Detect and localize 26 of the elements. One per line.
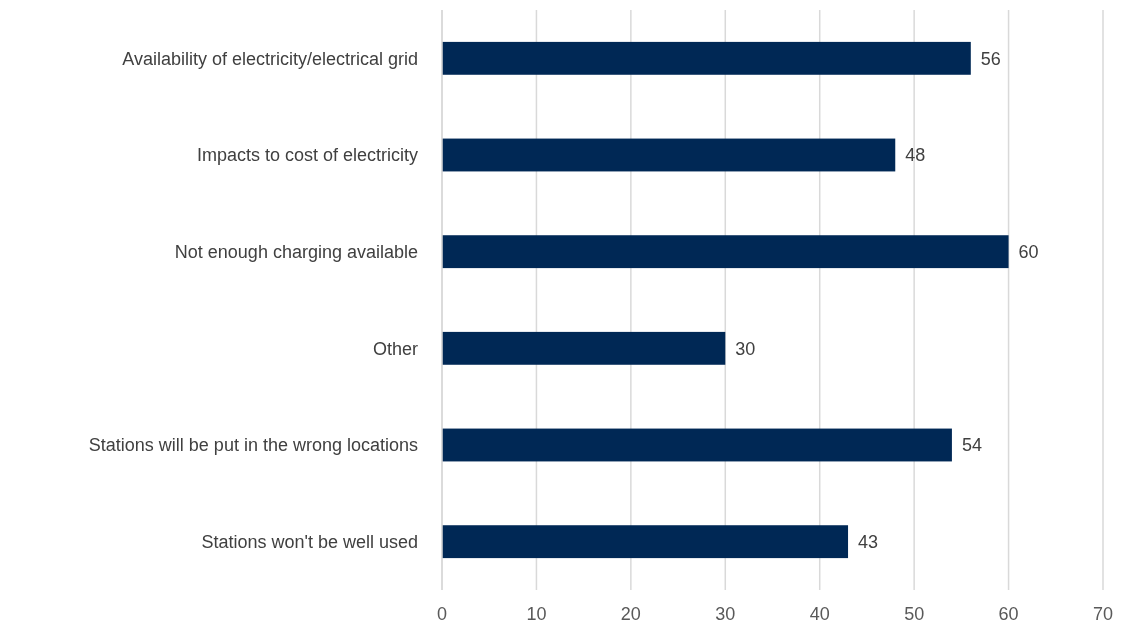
data-label: 56 xyxy=(980,48,1001,69)
data-label: 30 xyxy=(735,338,756,359)
y-tick-label: Stations will be put in the wrong locations xyxy=(88,435,418,456)
x-tick-label: 10 xyxy=(526,604,547,624)
bar xyxy=(442,428,952,462)
x-tick-label: 20 xyxy=(620,604,641,624)
x-tick-label: 60 xyxy=(998,604,1019,624)
data-label: 54 xyxy=(961,435,982,456)
data-label: 60 xyxy=(1018,241,1039,262)
bar xyxy=(442,138,896,172)
bar xyxy=(442,331,726,365)
x-tick-label: 0 xyxy=(436,604,448,624)
y-tick-label: Impacts to cost of electricity xyxy=(196,145,418,166)
x-tick-label: 30 xyxy=(715,604,736,624)
y-tick-label: Not enough charging available xyxy=(174,241,418,262)
x-tick-label: 50 xyxy=(904,604,925,624)
y-tick-label: Availability of electricity/electrical grid xyxy=(122,48,418,69)
y-tick-label: Other xyxy=(372,338,418,359)
data-label: 43 xyxy=(858,531,879,552)
x-tick-label: 40 xyxy=(809,604,830,624)
bar xyxy=(442,235,1009,269)
bar xyxy=(442,41,971,75)
bar xyxy=(442,525,849,559)
y-tick-label: Stations won't be well used xyxy=(201,531,418,552)
data-label: 48 xyxy=(905,145,926,166)
x-tick-label: 70 xyxy=(1092,604,1114,624)
